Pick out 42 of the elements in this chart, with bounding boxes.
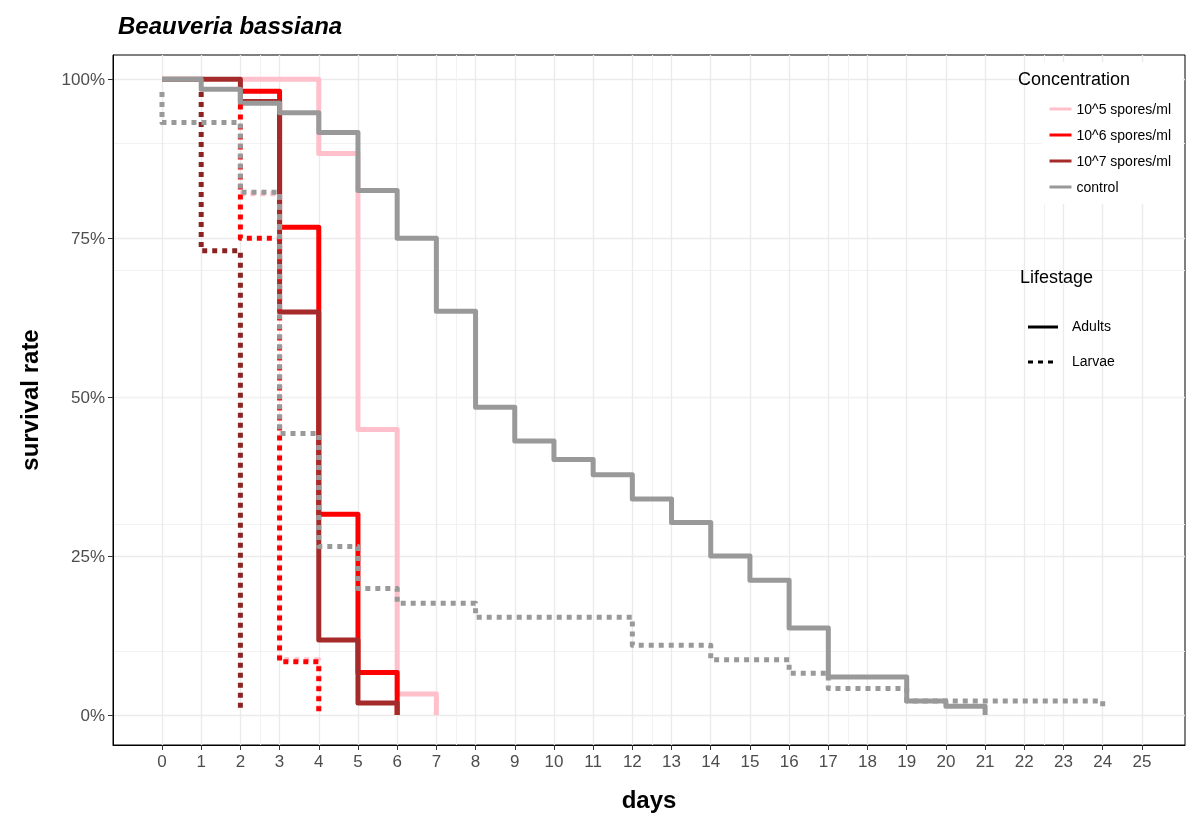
x-tick-label: 4 [314,752,324,771]
x-tick-label: 17 [818,752,838,771]
x-tick-label: 3 [274,752,285,771]
x-tick-label: 19 [897,752,917,771]
x-tick-label: 6 [392,752,402,771]
x-tick-label: 23 [1054,752,1073,771]
y-tick-label: 75% [70,228,105,248]
y-tick-label: 25% [70,546,105,566]
x-tick-label: 7 [431,752,442,771]
y-tick-label: 100% [61,69,105,89]
legend-label: 10^5 spores/ml [1076,101,1171,117]
x-tick-label: 20 [936,752,956,771]
x-tick-label: 16 [779,752,799,771]
x-tick-label: 1 [196,752,206,771]
annotation: Adults [1072,318,1111,334]
x-tick-label: 8 [470,752,481,771]
annotation: Lifestage [1020,267,1094,287]
x-tick-label: 11 [584,752,602,771]
x-tick-label: 0 [157,752,167,771]
y-tick-label: 50% [70,387,105,407]
x-tick-label: 9 [510,752,520,771]
x-tick-label: 22 [1014,752,1034,771]
x-tick-label: 14 [701,752,721,771]
x-axis-title: days [621,785,677,813]
legend-title: Concentration [1017,69,1131,89]
x-tick-label: 13 [662,752,681,771]
y-axis-title: survival rate [15,329,43,471]
chart-title: Beauveria bassiana [118,11,343,39]
x-tick-label: 21 [975,752,995,771]
legend-label: 10^6 spores/ml [1076,127,1171,143]
x-tick-label: 10 [544,752,564,771]
x-tick-label: 2 [235,752,246,771]
x-tick-label: 24 [1093,752,1113,771]
legend-label: 10^7 spores/ml [1076,153,1171,169]
annotation: Larvae [1072,353,1116,369]
legend-label: control [1076,179,1119,195]
x-tick-label: 15 [740,752,760,771]
x-tick-label: 5 [353,752,363,771]
x-tick-label: 12 [622,752,642,771]
x-tick-label: 25 [1132,752,1152,771]
x-tick-label: 18 [858,752,877,771]
y-tick-label: 0% [80,705,105,725]
